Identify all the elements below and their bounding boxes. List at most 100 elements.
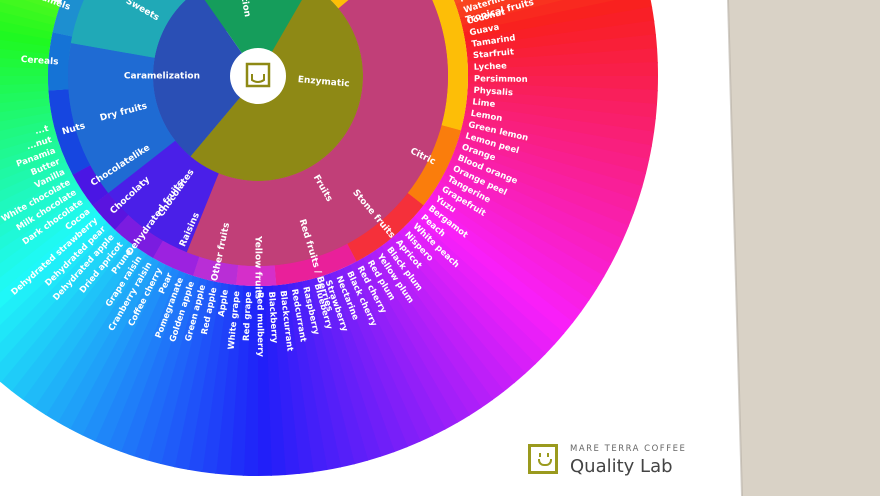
outer-segment bbox=[368, 250, 482, 416]
middle-ring-nuts bbox=[48, 89, 91, 175]
center-logo-smile bbox=[251, 74, 265, 83]
outer-segment bbox=[467, 83, 658, 106]
outer-segment bbox=[464, 6, 655, 48]
outer-segment bbox=[0, 204, 98, 293]
outer-segment bbox=[94, 267, 180, 447]
outer-segment bbox=[459, 126, 647, 188]
middle-ring-chocolatelike bbox=[72, 165, 109, 206]
inner-segment-dd-core bbox=[204, 0, 302, 76]
outer-label: Apple bbox=[217, 289, 231, 318]
brand-logo bbox=[528, 444, 558, 474]
outer-segment bbox=[228, 285, 251, 476]
outer-segment bbox=[413, 210, 565, 345]
outer-segment bbox=[0, 140, 61, 170]
middle-ring-stone-fruits bbox=[347, 192, 424, 262]
outer-label: Physalis bbox=[473, 86, 513, 99]
outer-segment bbox=[44, 253, 154, 423]
outer-segment bbox=[452, 147, 634, 228]
outer-segment bbox=[435, 181, 605, 290]
outer-segment bbox=[423, 199, 582, 324]
outer-label: Persimmon bbox=[474, 74, 528, 85]
outer-segment bbox=[464, 105, 655, 147]
outer-segment bbox=[335, 267, 421, 448]
outer-segment bbox=[329, 270, 408, 453]
outer-segment bbox=[133, 275, 201, 461]
outer-segment bbox=[119, 273, 194, 457]
outer-segment bbox=[173, 281, 222, 470]
outer-segment bbox=[0, 1, 57, 26]
outer-segment bbox=[187, 282, 229, 473]
outer-segment bbox=[315, 275, 382, 461]
outer-segment bbox=[81, 264, 173, 442]
outer-segment bbox=[0, 226, 118, 363]
outer-segment bbox=[466, 34, 658, 63]
outer-segment bbox=[446, 161, 624, 253]
brand-title: Quality Lab bbox=[570, 456, 673, 477]
inner-ring-sweets bbox=[70, 0, 186, 58]
ring-label-caramelization: Caramelization bbox=[124, 72, 200, 82]
outer-segment bbox=[0, 66, 49, 76]
outer-segment bbox=[0, 198, 93, 278]
outer-segment bbox=[0, 118, 55, 141]
outer-segment bbox=[0, 126, 57, 150]
ring-label-cereals: Cereals bbox=[20, 55, 58, 68]
outer-segment bbox=[279, 283, 314, 474]
outer-segment bbox=[0, 186, 84, 251]
outer-segment bbox=[242, 285, 258, 476]
outer-segment bbox=[349, 261, 446, 437]
inner-ring-fruits bbox=[186, 0, 448, 266]
outer-segment bbox=[455, 140, 639, 215]
brand-subtitle: MARE TERRA COFFEE bbox=[570, 444, 687, 454]
outer-segment bbox=[200, 283, 237, 474]
middle-ring-dehydrated-fruits bbox=[114, 214, 163, 258]
outer-segment bbox=[0, 180, 80, 238]
outer-segment bbox=[403, 221, 546, 365]
outer-segment bbox=[457, 133, 643, 201]
outer-segment bbox=[0, 29, 52, 47]
outer-segment bbox=[10, 241, 135, 400]
outer-segment bbox=[0, 82, 49, 95]
middle-ring-raisins bbox=[153, 240, 200, 276]
outer-segment bbox=[467, 76, 658, 92]
outer-label: Starfruit bbox=[473, 47, 515, 61]
outer-segment bbox=[0, 167, 73, 214]
outer-ring bbox=[0, 0, 658, 476]
outer-segment bbox=[271, 284, 300, 476]
outer-segment bbox=[380, 241, 505, 401]
outer-segment bbox=[56, 257, 160, 430]
outer-segment bbox=[0, 236, 129, 392]
outer-segment bbox=[33, 249, 147, 416]
outer-segment bbox=[342, 264, 434, 442]
outer-segment bbox=[0, 192, 89, 264]
outer-label: Blackberry bbox=[266, 291, 279, 344]
outer-segment bbox=[300, 279, 355, 468]
outer-segment bbox=[467, 62, 658, 78]
outer-segment bbox=[0, 0, 59, 19]
outer-segment bbox=[0, 20, 53, 40]
inner-ring bbox=[67, 0, 448, 266]
brand-block: MARE TERRA COFFEE Quality Lab bbox=[528, 444, 708, 484]
outer-segment bbox=[418, 205, 574, 335]
outer-segment bbox=[0, 38, 51, 55]
outer-label: ...t bbox=[34, 124, 50, 137]
outer-segment bbox=[0, 160, 70, 202]
outer-segment bbox=[0, 210, 102, 309]
ring-label-yellow-fruits: Yellow fruits bbox=[253, 235, 263, 299]
outer-label: Lychee bbox=[474, 61, 508, 72]
outer-segment bbox=[392, 232, 526, 384]
outer-label: Red grape bbox=[242, 291, 254, 341]
outer-segment bbox=[0, 111, 53, 131]
outer-segment bbox=[465, 97, 656, 134]
outer-segment bbox=[0, 147, 64, 181]
inner-ring-dry-fruits bbox=[67, 43, 176, 193]
outer-segment bbox=[308, 277, 369, 465]
middle-ring-caramels bbox=[52, 0, 84, 37]
outer-segment bbox=[256, 285, 272, 476]
outer-segment bbox=[466, 90, 658, 120]
outer-segment bbox=[214, 284, 244, 476]
outer-segment bbox=[68, 261, 166, 436]
outer-segment bbox=[449, 154, 629, 240]
outer-segment bbox=[386, 236, 516, 393]
center-logo bbox=[230, 48, 286, 104]
